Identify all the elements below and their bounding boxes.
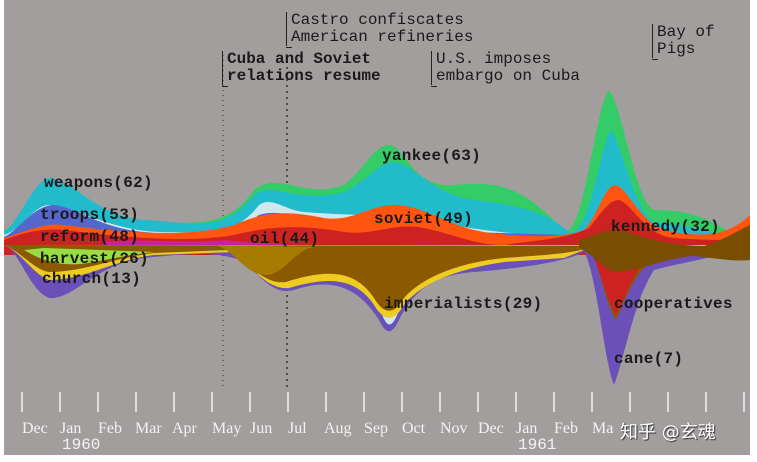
annotation-bay-of-pigs: Bay of Pigs (652, 24, 715, 60)
term-label-troops: troops(53) (40, 206, 140, 224)
watermark: 知乎 @玄魂 (620, 422, 716, 443)
year-label-1960: 1960 (62, 436, 101, 454)
annotation-cuba-soviet: Cuba and Soviet relations resume (222, 51, 381, 87)
month-label: Nov (440, 420, 468, 437)
month-label: Jan (516, 420, 538, 437)
term-label-church: church(13) (42, 270, 142, 288)
x-axis-ticks (21, 392, 745, 412)
annotation-embargo: U.S. imposes embargo on Cuba (431, 51, 580, 87)
term-label-reform: reform(48) (40, 228, 140, 246)
annotation-castro-refineries: Castro confiscates American refineries (286, 12, 473, 48)
month-label: May (212, 420, 242, 437)
term-label-soviet: soviet(49) (374, 210, 474, 228)
term-label-oil: oil(44) (250, 230, 320, 248)
month-label: Jul (288, 420, 307, 437)
term-label-harvest: harvest(26) (40, 250, 149, 268)
month-label: Feb (554, 420, 578, 437)
term-label-yankee: yankee(63) (382, 147, 482, 165)
month-label: Ma (592, 420, 614, 437)
term-label-weapons: weapons(62) (44, 174, 153, 192)
month-label: Sep (364, 420, 388, 437)
term-label-cane: cane(7) (614, 350, 684, 368)
month-label: Apr (172, 420, 197, 437)
month-label: Jun (250, 420, 273, 437)
term-label-imperialists: imperialists(29) (384, 295, 543, 313)
month-label: Aug (324, 420, 352, 437)
stream-layers-lower (4, 225, 750, 385)
streamgraph-plot (4, 55, 750, 412)
term-label-kennedy: kennedy(32) (611, 218, 720, 236)
month-label: Jan (60, 420, 82, 437)
month-label: Dec (22, 420, 48, 437)
term-label-cooperatives: cooperatives (614, 295, 733, 313)
year-label-1961: 1961 (518, 436, 557, 454)
month-label: Feb (98, 420, 122, 437)
month-label: Oct (402, 420, 426, 437)
streamgraph-chart: Castro confiscates American refineries C… (4, 0, 750, 455)
stream-layers (4, 90, 750, 255)
month-label: Dec (478, 420, 504, 437)
month-label: Mar (135, 420, 162, 437)
